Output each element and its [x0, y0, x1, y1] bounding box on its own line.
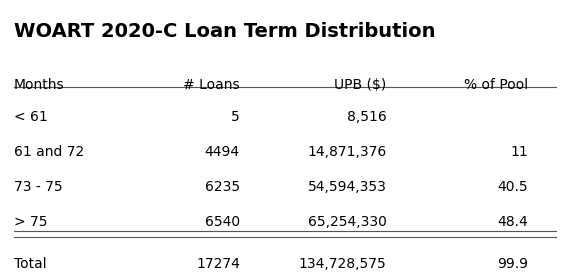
Text: 8,516: 8,516 — [347, 110, 386, 124]
Text: Total: Total — [14, 258, 47, 271]
Text: 61 and 72: 61 and 72 — [14, 145, 84, 159]
Text: 6540: 6540 — [205, 215, 240, 229]
Text: 11: 11 — [510, 145, 528, 159]
Text: 99.9: 99.9 — [496, 258, 528, 271]
Text: 17274: 17274 — [196, 258, 240, 271]
Text: % of Pool: % of Pool — [463, 78, 528, 92]
Text: UPB ($): UPB ($) — [335, 78, 386, 92]
Text: > 75: > 75 — [14, 215, 47, 229]
Text: < 61: < 61 — [14, 110, 48, 124]
Text: # Loans: # Loans — [183, 78, 240, 92]
Text: 48.4: 48.4 — [497, 215, 528, 229]
Text: 134,728,575: 134,728,575 — [299, 258, 386, 271]
Text: 54,594,353: 54,594,353 — [308, 180, 386, 194]
Text: 73 - 75: 73 - 75 — [14, 180, 63, 194]
Text: 4494: 4494 — [205, 145, 240, 159]
Text: 5: 5 — [231, 110, 240, 124]
Text: 6235: 6235 — [205, 180, 240, 194]
Text: WOART 2020-C Loan Term Distribution: WOART 2020-C Loan Term Distribution — [14, 22, 435, 40]
Text: 65,254,330: 65,254,330 — [308, 215, 386, 229]
Text: 40.5: 40.5 — [497, 180, 528, 194]
Text: Months: Months — [14, 78, 64, 92]
Text: 14,871,376: 14,871,376 — [307, 145, 386, 159]
